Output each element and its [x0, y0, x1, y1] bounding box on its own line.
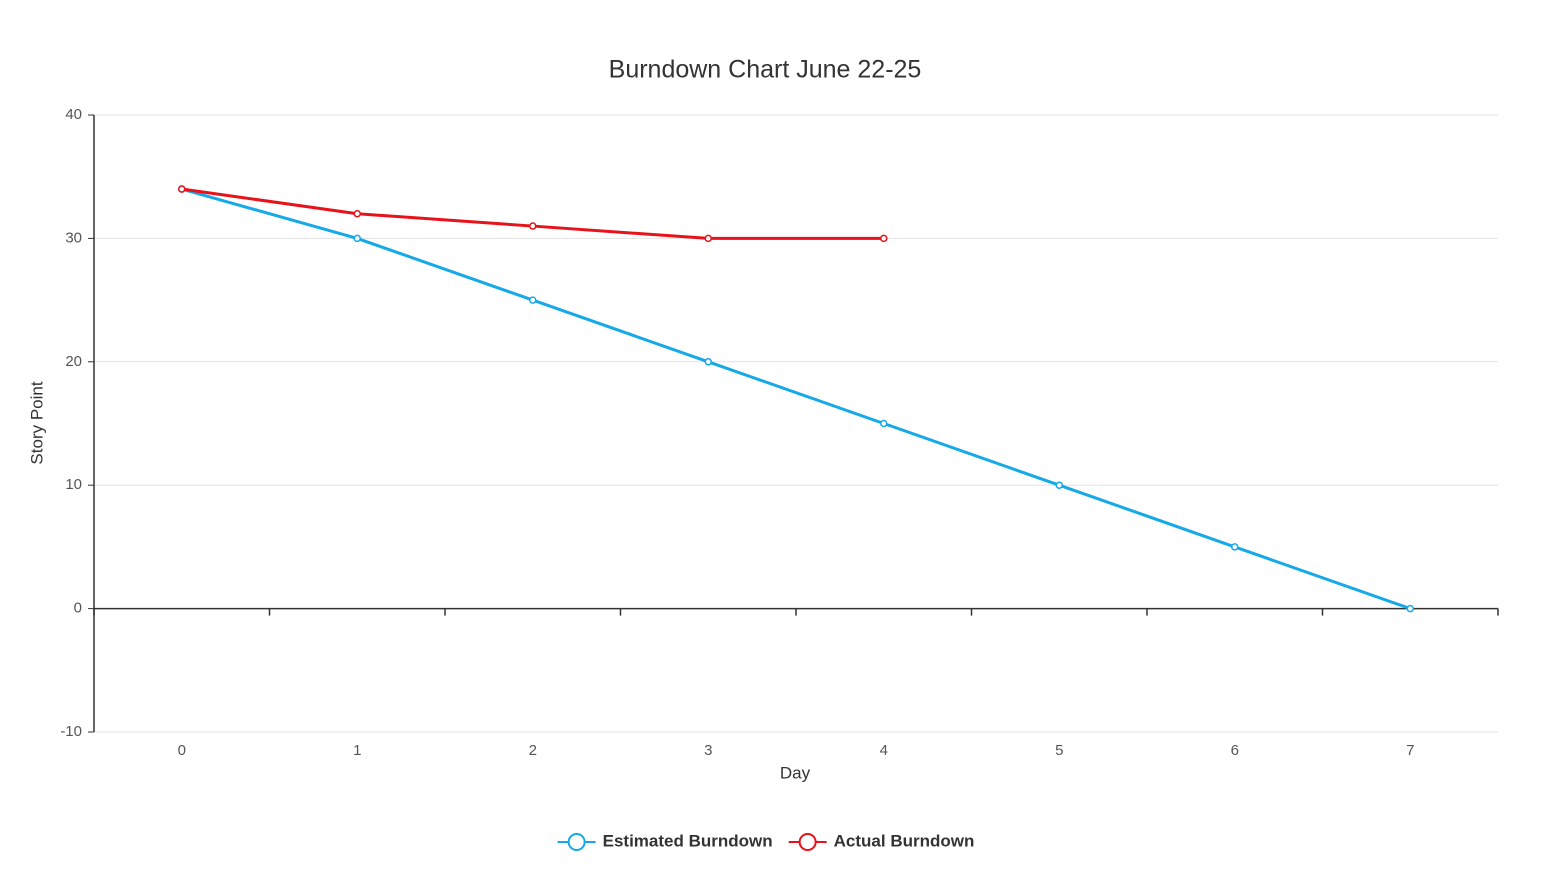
y-tick-label: 30 — [65, 229, 82, 246]
data-point — [704, 234, 712, 243]
x-tick-label: 7 — [1406, 742, 1414, 759]
x-tick-label: 5 — [1055, 742, 1063, 759]
x-tick-label: 2 — [529, 742, 537, 759]
x-tick-label: 6 — [1231, 742, 1239, 759]
y-tick-label: 10 — [65, 476, 82, 493]
x-tick-label: 1 — [353, 742, 361, 759]
x-tick-label: 0 — [178, 742, 186, 759]
data-point — [880, 234, 888, 243]
data-point — [704, 358, 712, 366]
x-tick-label: 3 — [704, 742, 712, 759]
data-point — [529, 296, 537, 304]
series-line — [181, 187, 884, 240]
x-tick-label: 4 — [880, 742, 888, 759]
y-tick-label: 0 — [74, 600, 82, 617]
x-axis-label: Day — [780, 763, 811, 782]
y-tick-label: -10 — [60, 723, 82, 740]
legend-marker — [567, 833, 586, 851]
legend-item: Actual Burndown — [788, 831, 975, 851]
legend-marker — [798, 833, 817, 851]
legend-label: Actual Burndown — [834, 831, 975, 850]
data-point — [1231, 543, 1239, 551]
data-point — [353, 234, 361, 243]
data-point — [529, 222, 537, 230]
y-tick-label: 40 — [65, 106, 82, 123]
chart-title: Burndown Chart June 22-25 — [609, 56, 922, 84]
legend-item: Estimated Burndown — [557, 831, 773, 851]
legend-label: Estimated Burndown — [603, 831, 773, 850]
data-point — [353, 209, 361, 218]
y-axis-label: Story Point — [27, 381, 46, 464]
series-line — [181, 187, 1411, 611]
data-point — [1055, 481, 1063, 489]
data-point — [1406, 604, 1414, 613]
data-point — [880, 419, 888, 428]
y-tick-label: 20 — [65, 353, 82, 370]
legend: Estimated Burndown Actual Burndown — [557, 831, 975, 851]
data-point — [178, 185, 186, 193]
